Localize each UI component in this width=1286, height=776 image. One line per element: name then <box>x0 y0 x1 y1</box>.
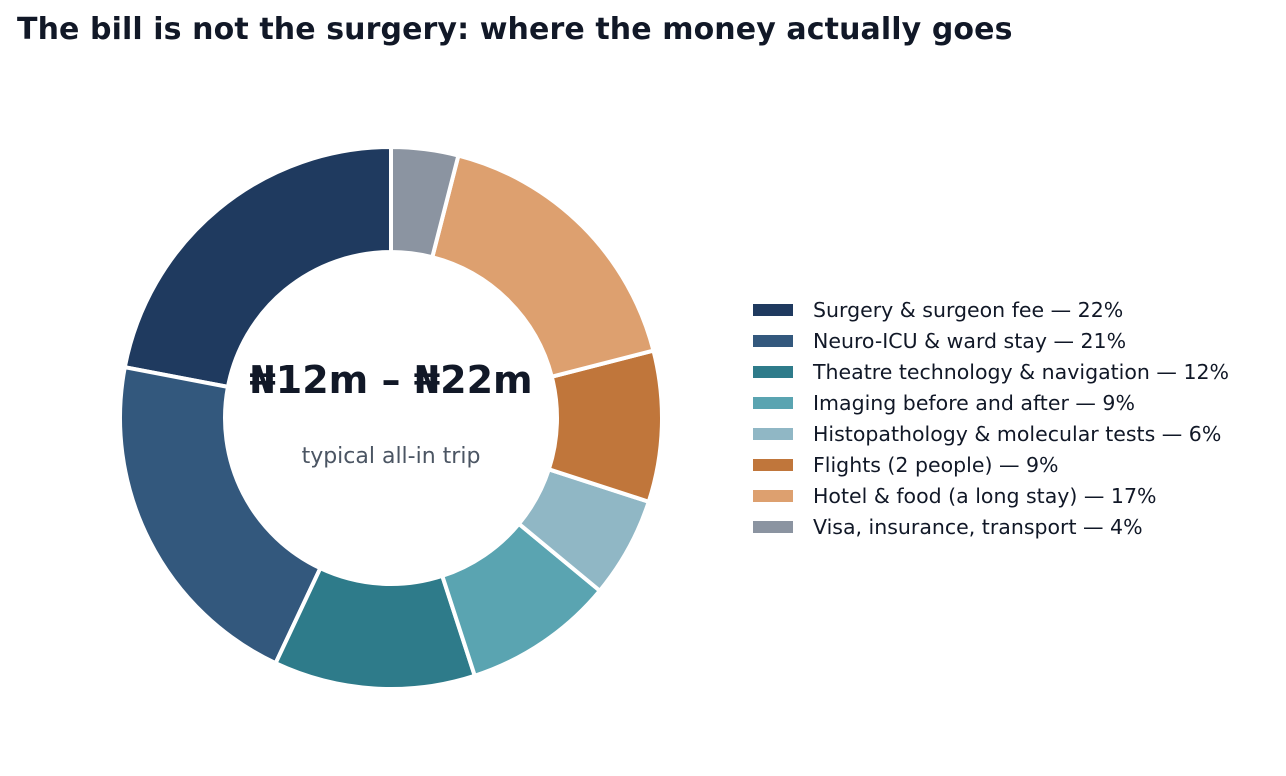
legend-item: Histopathology & molecular tests — 6% <box>753 418 1229 449</box>
legend-item: Imaging before and after — 9% <box>753 387 1229 418</box>
center-value: ₦12m – ₦22m <box>249 358 532 402</box>
donut-slices <box>118 144 664 691</box>
legend-item: Hotel & food (a long stay) — 17% <box>753 480 1229 511</box>
legend-swatch <box>753 365 793 378</box>
legend-label: Hotel & food (a long stay) — 17% <box>813 483 1157 508</box>
center-caption: typical all-in trip <box>302 444 481 469</box>
donut-slice-2 <box>118 364 323 666</box>
chart-title: The bill is not the surgery: where the m… <box>17 12 1013 47</box>
legend: Surgery & surgeon fee — 22% Neuro-ICU & w… <box>753 294 1229 542</box>
legend-swatch <box>753 303 793 316</box>
donut-chart: ₦12m – ₦22m typical all-in trip <box>118 144 664 691</box>
legend-item: Theatre technology & navigation — 12% <box>753 356 1229 387</box>
legend-label: Surgery & surgeon fee — 22% <box>813 297 1124 322</box>
legend-label: Neuro-ICU & ward stay — 21% <box>813 328 1127 353</box>
legend-label: Imaging before and after — 9% <box>813 390 1135 415</box>
legend-label: Flights (2 people) — 9% <box>813 452 1059 477</box>
donut-slice-1 <box>122 144 393 390</box>
donut-slice-7 <box>429 153 656 380</box>
legend-swatch <box>753 520 793 533</box>
legend-swatch <box>753 396 793 409</box>
legend-swatch <box>753 458 793 471</box>
legend-swatch <box>753 334 793 347</box>
legend-swatch <box>753 489 793 502</box>
donut-slice-8 <box>389 144 461 260</box>
legend-item: Visa, insurance, transport — 4% <box>753 511 1229 542</box>
legend-swatch <box>753 427 793 440</box>
legend-item: Surgery & surgeon fee — 22% <box>753 294 1229 325</box>
legend-label: Visa, insurance, transport — 4% <box>813 514 1143 539</box>
legend-item: Neuro-ICU & ward stay — 21% <box>753 325 1229 356</box>
legend-item: Flights (2 people) — 9% <box>753 449 1229 480</box>
legend-label: Theatre technology & navigation — 12% <box>813 359 1230 384</box>
legend-label: Histopathology & molecular tests — 6% <box>813 421 1222 446</box>
